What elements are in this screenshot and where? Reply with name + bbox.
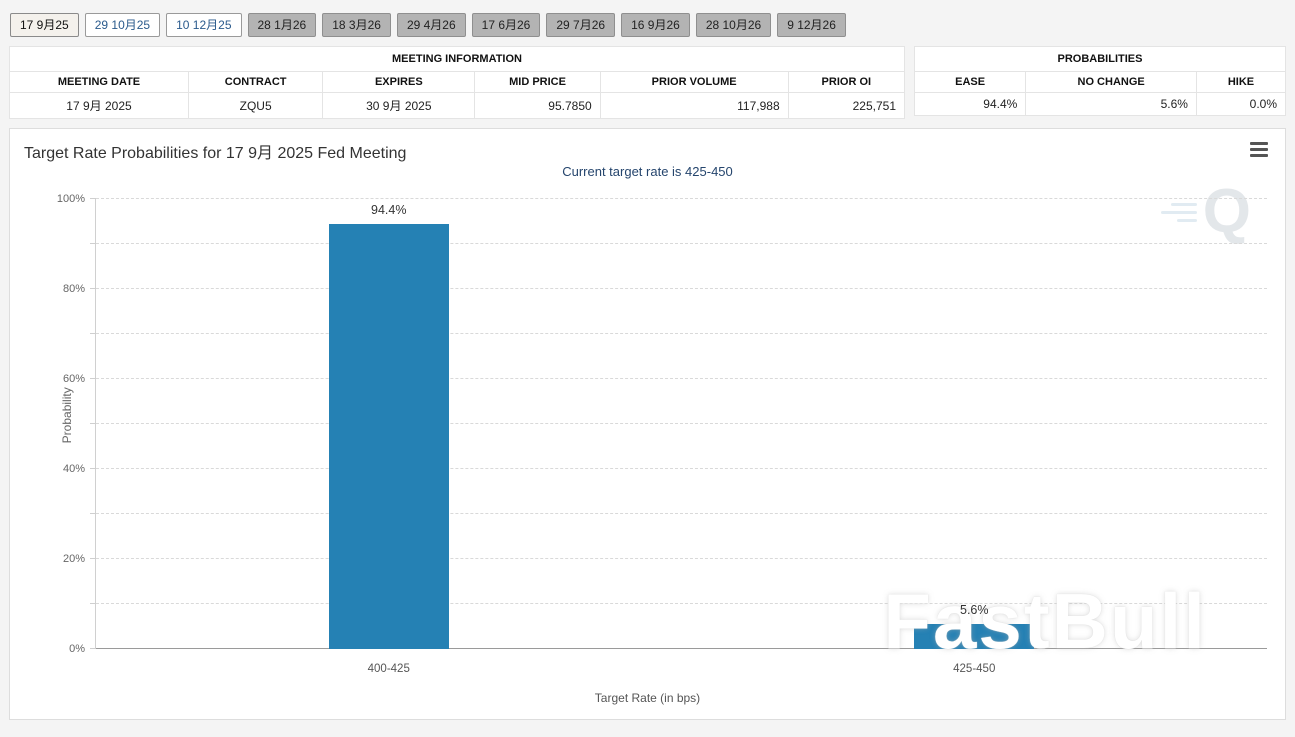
meeting-tab[interactable]: 18 3月26 [322, 13, 391, 37]
column-header-prior-oi: PRIOR OI [787, 71, 906, 93]
meeting-tab[interactable]: 17 9月25 [10, 13, 79, 37]
prior-volume-value: 117,988 [599, 92, 789, 119]
table-row: 94.4% 5.6% 0.0% [913, 92, 1287, 116]
meeting-tab[interactable]: 16 9月26 [621, 13, 690, 37]
chart-title: Target Rate Probabilities for 17 9月 2025… [24, 145, 407, 162]
chart-export-menu-icon[interactable] [1247, 139, 1271, 160]
column-header-meeting-date: MEETING DATE [9, 71, 189, 93]
gridline [96, 333, 1267, 334]
table-row: 17 9月 2025 ZQU5 30 9月 2025 95.7850 117,9… [9, 92, 906, 119]
prior-oi-value: 225,751 [787, 92, 906, 119]
meeting-information-table: MEETING INFORMATION MEETING DATE CONTRAC… [9, 46, 906, 119]
y-axis-tick-mark [90, 648, 96, 649]
ease-value: 94.4% [913, 92, 1027, 116]
hike-value: 0.0% [1195, 92, 1287, 116]
column-header-contract: CONTRACT [187, 71, 324, 93]
meeting-tab[interactable]: 10 12月25 [166, 13, 242, 37]
meeting-date-value: 17 9月 2025 [9, 92, 189, 119]
meeting-tab[interactable]: 29 4月26 [396, 13, 466, 37]
y-axis-tick-mark [90, 468, 96, 469]
gridline [96, 423, 1267, 424]
probability-bar[interactable] [914, 623, 1035, 649]
gridline [96, 513, 1267, 514]
expires-value: 30 9月 2025 [322, 92, 476, 119]
y-axis-tick-mark [90, 198, 96, 199]
chart-subtitle: Current target rate is 425-450 [562, 164, 733, 179]
bar-value-label: 94.4% [371, 203, 407, 218]
y-axis-tick-mark [90, 423, 96, 424]
gridline [96, 378, 1267, 379]
meeting-tab[interactable]: 29 7月26 [546, 13, 616, 37]
meeting-tab[interactable]: 29 10月25 [84, 13, 161, 37]
x-axis-tick-label: 425-450 [953, 663, 996, 675]
gridline [96, 198, 1267, 199]
column-header-mid-price: MID PRICE [474, 71, 601, 93]
y-axis-tick-label: 100% [56, 193, 85, 205]
y-axis-tick-mark [90, 333, 96, 334]
y-axis-tick-label: 20% [62, 553, 85, 565]
column-header-prior-volume: PRIOR VOLUME [599, 71, 789, 93]
meeting-tab[interactable]: 17 6月26 [471, 13, 541, 37]
chart-body: Probability 0% 20% 40% 60% 80% 100% 94.4% 400-4… [10, 187, 1285, 719]
y-axis-tick-mark [90, 288, 96, 289]
contract-value: ZQU5 [187, 92, 324, 119]
bar-value-label: 5.6% [960, 602, 989, 617]
meeting-tab[interactable]: 28 1月26 [247, 13, 317, 37]
probability-bar[interactable] [328, 224, 449, 649]
meeting-tab[interactable]: 28 10月26 [695, 13, 772, 37]
probabilities-title: PROBABILITIES [914, 46, 1286, 72]
probabilities-table: PROBABILITIES EASE NO CHANGE HIKE 94.4% … [913, 46, 1287, 116]
y-axis-tick-mark [90, 378, 96, 379]
y-axis-tick-label: 40% [62, 463, 85, 475]
gridline [96, 288, 1267, 289]
column-header-hike: HIKE [1195, 71, 1287, 93]
column-header-expires: EXPIRES [322, 71, 476, 93]
mid-price-value: 95.7850 [474, 92, 601, 119]
y-axis-tick-label: 60% [62, 373, 85, 385]
y-axis-title: Probability [60, 387, 75, 444]
gridline [96, 603, 1267, 604]
x-axis-title: Target Rate (in bps) [594, 691, 701, 705]
column-header-no-change: NO CHANGE [1025, 71, 1197, 93]
meeting-tab[interactable]: 9 12月26 [777, 13, 846, 37]
target-rate-probabilities-chart: Target Rate Probabilities for 17 9月 2025… [9, 128, 1286, 720]
plot-area: Probability 0% 20% 40% 60% 80% 100% 94.4% 400-4… [57, 193, 1267, 675]
y-axis-tick-label: 80% [62, 283, 85, 295]
gridline [96, 558, 1267, 559]
y-axis-tick-mark [90, 558, 96, 559]
y-axis-tick-label: 0% [69, 643, 85, 655]
meeting-information-title: MEETING INFORMATION [9, 46, 905, 72]
info-tables: MEETING INFORMATION MEETING DATE CONTRAC… [0, 46, 1295, 119]
x-axis-line [96, 648, 1267, 649]
y-axis-tick-mark [90, 603, 96, 604]
y-axis-tick-mark [90, 513, 96, 514]
no-change-value: 5.6% [1025, 92, 1197, 116]
x-axis-tick-label: 400-425 [367, 663, 410, 675]
gridline [96, 468, 1267, 469]
column-header-ease: EASE [913, 71, 1027, 93]
y-axis-tick-mark [90, 243, 96, 244]
gridline [96, 243, 1267, 244]
meeting-tabs: 17 9月25 29 10月25 10 12月25 28 1月26 18 3月2… [0, 0, 1295, 46]
